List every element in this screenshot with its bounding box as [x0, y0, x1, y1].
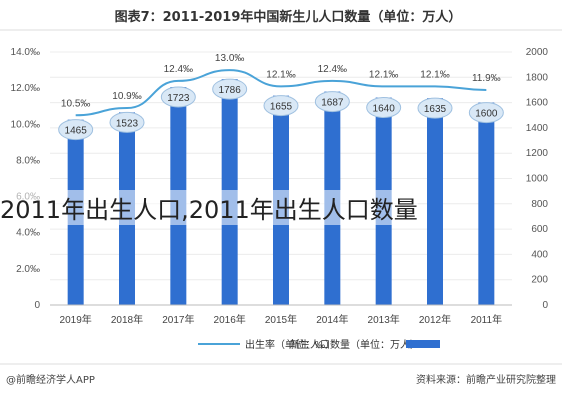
birth-rate-line: [75, 69, 487, 117]
bar-value-bubble: [366, 97, 402, 119]
x-axis-tick-label: 2012年: [419, 313, 451, 326]
bar-value-label: 1635: [424, 104, 447, 115]
legend: 出生率（单位：‰） 新生人口数量（单位：万人）: [198, 338, 440, 351]
right-axis-tick-label: 1000: [526, 174, 549, 185]
bar-value-label: 1786: [219, 85, 242, 96]
left-axis-tick-label: 2.0‰: [16, 264, 40, 275]
right-axis-tick-label: 1200: [526, 148, 549, 159]
x-axis-tick-label: 2016年: [214, 313, 246, 326]
bar-value-labels: 1465 1523 1723 1786 1655 1687 1640 1635 1600: [58, 78, 504, 141]
right-axis-tick-label: 1400: [526, 123, 549, 134]
bar-value-label: 1523: [116, 118, 139, 129]
x-axis-tick-label: 2017年: [162, 313, 194, 326]
left-axis-tick-label: 10.0‰: [11, 119, 40, 130]
bar-value-label: 1600: [475, 109, 498, 120]
legend-line-label: 出生率（单位：‰）: [245, 338, 335, 351]
bar-value-bubble: [468, 102, 504, 124]
footer-source: 资料来源：前瞻产业研究院整理: [416, 373, 556, 386]
line-value-labels: 10.5‰ 10.9‰ 12.4‰ 13.0‰ 12.1‰ 12.4‰ 12.1‰ 12.1‰…: [61, 53, 501, 109]
legend-bar-swatch: [406, 340, 440, 348]
right-axis-tick-label: 600: [531, 224, 548, 235]
right-axis-tick-label: 2000: [526, 47, 549, 58]
x-axis-tick-label: 2018年: [111, 313, 143, 326]
chart-title: 图表7：2011-2019年中国新生儿人口数量（单位：万人）: [115, 9, 462, 25]
left-axis-tick-label: 0: [34, 300, 40, 311]
bar-value-bubble: [109, 111, 145, 133]
birth-rate-label: 12.4‰: [164, 64, 193, 75]
right-axis: 0 200 400 600 800 1000 1200 1400 1600 1800 2000: [526, 47, 549, 311]
x-axis-tick-label: 2013年: [368, 313, 400, 326]
x-axis-tick-label: 2014年: [316, 313, 348, 326]
bar-value-bubble: [314, 91, 350, 113]
x-axis: 2019年 2018年 2017年 2016年 2015年 2014年 2013年 2012年…: [50, 304, 512, 326]
right-axis-tick-label: 200: [531, 275, 548, 286]
legend-bar-label: 新生人口数量（单位：万人）: [290, 338, 420, 351]
birth-rate-label: 12.1‰: [420, 69, 449, 80]
right-axis-tick-label: 0: [542, 300, 548, 311]
left-axis-tick-label: 8.0‰: [16, 155, 40, 166]
birth-rate-label: 12.1‰: [266, 69, 295, 80]
birth-rate-label: 13.0‰: [215, 53, 244, 64]
x-axis-tick-label: 2011年: [471, 313, 503, 326]
birth-rate-label: 10.5‰: [61, 98, 90, 109]
left-axis-tick-label: 12.0‰: [11, 83, 40, 94]
left-axis-tick-label: 4.0‰: [16, 228, 40, 239]
left-axis-tick-label: 14.0‰: [11, 47, 40, 58]
bar-value-label: 1655: [270, 102, 293, 113]
header-bg: [0, 0, 562, 30]
bar: [478, 102, 495, 305]
bar-value-label: 1723: [167, 93, 190, 104]
overlay-caption: 2011年出生人口,2011年出生人口数量: [0, 190, 418, 225]
bar: [427, 98, 443, 305]
right-axis-tick-label: 400: [531, 249, 548, 260]
left-axis: 02.0‰4.0‰6.0‰8.0‰10.0‰12.0‰14.0‰: [11, 47, 41, 311]
right-axis-tick-label: 1600: [526, 98, 549, 109]
right-axis-tick-label: 800: [531, 199, 548, 210]
bar-value-bubble: [58, 119, 94, 141]
footer-brand: @前瞻经济学人APP: [6, 373, 95, 386]
x-axis-tick-label: 2019年: [60, 313, 92, 326]
bar-value-bubble: [212, 78, 248, 100]
x-axis-tick-label: 2015年: [265, 313, 297, 326]
right-axis-tick-label: 1800: [526, 72, 549, 83]
birth-rate-label: 12.1‰: [369, 69, 398, 80]
bar-value-bubble: [417, 97, 453, 119]
birth-rate-label: 11.9‰: [472, 73, 501, 84]
bar-value-bubble: [263, 95, 299, 117]
birth-rate-label: 10.9‰: [112, 91, 141, 102]
bar-value-bubble: [160, 86, 196, 108]
bar-value-label: 1640: [373, 104, 396, 115]
bar-value-label: 1687: [321, 98, 344, 109]
birth-rate-label: 12.4‰: [318, 64, 347, 75]
line-series: [75, 69, 487, 117]
bar-value-label: 1465: [65, 126, 88, 137]
